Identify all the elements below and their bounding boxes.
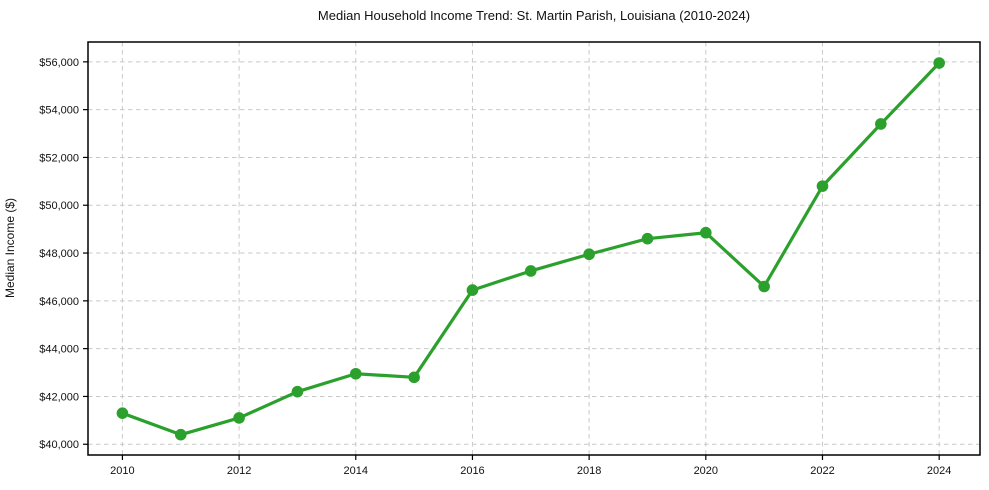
plot-border xyxy=(87,41,981,456)
data-point xyxy=(349,367,362,380)
y-tick-label: $56,000 xyxy=(39,57,79,69)
y-tick-label: $42,000 xyxy=(39,391,79,403)
plot-area: $40,000 $42,000 $44,000 $46,000 $48,000 $50,0… xyxy=(39,41,981,477)
data-point xyxy=(875,118,887,130)
x-tick-label: 2024 xyxy=(927,465,951,477)
y-axis-label: Median Income ($) xyxy=(3,198,17,298)
data-point xyxy=(408,371,420,384)
x-tick-label: 2018 xyxy=(577,465,601,477)
data-point xyxy=(583,248,595,261)
y-tick-label: $46,000 xyxy=(39,296,79,308)
y-tick-label: $54,000 xyxy=(39,105,79,117)
data-point xyxy=(116,407,129,419)
y-tick-label: $50,000 xyxy=(39,200,79,212)
data-point xyxy=(700,226,712,239)
y-tick-label: $44,000 xyxy=(39,344,79,356)
data-point xyxy=(758,280,770,293)
data-point xyxy=(641,232,654,245)
data-point xyxy=(174,428,187,441)
x-tick-label: 2012 xyxy=(227,465,251,477)
x-tick-label: 2020 xyxy=(694,465,718,477)
x-tick-label: 2016 xyxy=(460,465,484,477)
chart-title: Median Household Income Trend: St. Marti… xyxy=(317,8,751,23)
y-tick-label: $48,000 xyxy=(39,248,79,260)
data-point xyxy=(291,385,304,398)
y-tick-label: $40,000 xyxy=(39,439,79,451)
x-tick-label: 2022 xyxy=(810,465,834,477)
data-point xyxy=(233,412,245,424)
data-point xyxy=(524,265,537,277)
data-point xyxy=(466,284,479,296)
x-tick-label: 2010 xyxy=(110,465,134,477)
data-point xyxy=(933,57,945,69)
y-tick-label: $52,000 xyxy=(39,152,79,164)
x-tick-label: 2014 xyxy=(344,465,368,477)
trend-line xyxy=(120,61,941,437)
data-point xyxy=(816,180,829,192)
